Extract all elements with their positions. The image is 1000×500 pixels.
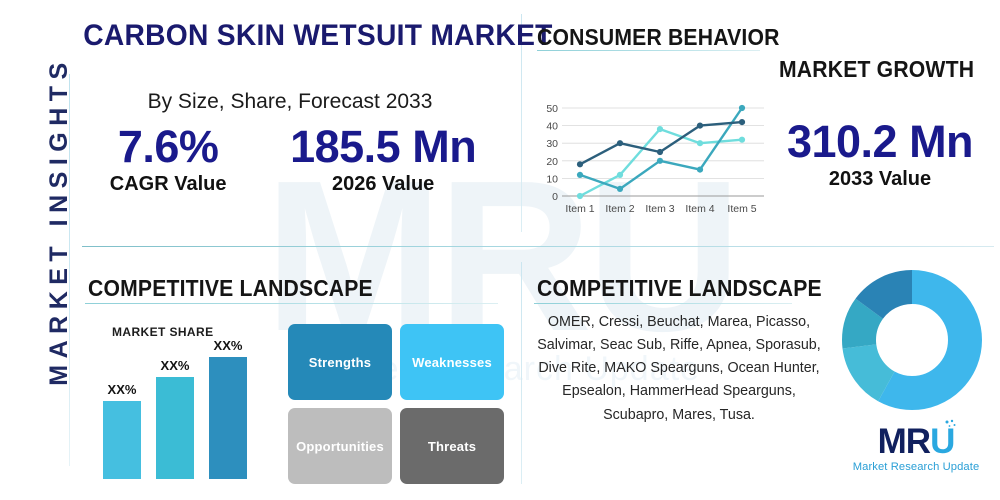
bar-1 <box>103 401 141 479</box>
company-list: OMER, Cressi, Beuchat, Marea, Picasso, S… <box>537 314 821 423</box>
kpi-2033: 310.2 Mn 2033 Value <box>760 118 1000 191</box>
svg-text:Item 5: Item 5 <box>727 203 756 215</box>
section-rule-consumer-behavior <box>537 50 760 51</box>
divider-vertical-left <box>69 74 70 466</box>
kpi-2026-label: 2026 Value <box>331 173 435 196</box>
swot-label-strengths: Strengths <box>308 354 372 370</box>
kpi-2033-label: 2033 Value <box>828 168 932 191</box>
divider-vertical-top-middle <box>521 14 522 232</box>
kpi-cagr: 7.6% CAGR Value <box>110 123 227 196</box>
section-title-market-growth: MARKET GROWTH <box>779 56 975 82</box>
svg-text:20: 20 <box>546 156 558 168</box>
swot-label-opportunities: Opportunities <box>296 438 384 454</box>
line-series-3 <box>576 126 746 200</box>
logo-mark-accent: U <box>930 422 955 461</box>
market-share-bar-chart: XX% XX% XX% <box>103 338 247 479</box>
bar-2-value: XX% <box>161 358 190 373</box>
divider-horizontal <box>82 246 994 247</box>
section-title-competitive-left: COMPETITIVE LANDSCAPE <box>88 275 373 301</box>
logo-dots-icon <box>945 419 956 427</box>
bar-3-value: XX% <box>214 338 243 353</box>
bar-1-value: XX% <box>108 382 137 397</box>
kpi-2033-value: 310.2 Mn <box>786 116 974 167</box>
section-rule-competitive-left <box>85 303 498 304</box>
donut-segment-4 <box>842 270 982 410</box>
kpi-cagr-label: CAGR Value <box>109 173 227 196</box>
svg-text:Item 4: Item 4 <box>685 203 714 215</box>
svg-text:Item 2: Item 2 <box>605 203 634 215</box>
swot-grid: Strengths Weaknesses Opportunities Threa… <box>288 324 504 484</box>
section-rule-competitive-right <box>534 303 792 304</box>
donut-segment-3 <box>842 270 982 410</box>
svg-text:Item 3: Item 3 <box>645 203 674 215</box>
section-title-consumer-behavior: CONSUMER BEHAVIOR <box>537 24 780 50</box>
line-series-2 <box>576 104 746 192</box>
section-title-competitive-right: COMPETITIVE LANDSCAPE <box>537 275 822 301</box>
divider-vertical-bottom-middle <box>521 262 522 484</box>
svg-text:40: 40 <box>546 121 558 133</box>
kpi-2026: 185.5 Mn 2026 Value <box>290 121 477 196</box>
market-growth-line-chart: 50 40 30 20 10 0 Item 1 Item 2 Item 3 It… <box>546 103 764 215</box>
svg-text:10: 10 <box>546 173 558 185</box>
bar-2 <box>156 377 194 479</box>
bar-3 <box>209 357 247 479</box>
swot-box-threats[interactable]: Threats <box>400 408 504 484</box>
svg-text:30: 30 <box>546 138 558 150</box>
swot-label-threats: Threats <box>427 438 477 454</box>
swot-label-weaknesses: Weaknesses <box>412 354 492 370</box>
swot-box-weaknesses[interactable]: Weaknesses <box>400 324 504 400</box>
line-chart-ytick-labels: 50 40 30 20 10 0 <box>546 103 558 203</box>
kpi-cagr-value: 7.6% <box>117 121 219 172</box>
kpi-row: 7.6% CAGR Value 185.5 Mn 2026 Value <box>78 123 508 196</box>
swot-box-strengths[interactable]: Strengths <box>288 324 392 400</box>
swot-box-opportunities[interactable]: Opportunities <box>288 408 392 484</box>
logo-tagline: Market Research Update <box>852 461 980 473</box>
line-series-1 <box>576 119 746 168</box>
page-title: CARBON SKIN WETSUIT MARKET <box>83 19 553 52</box>
logo-mark: MRU <box>877 419 956 461</box>
donut-chart <box>842 270 982 410</box>
line-chart-xtick-labels: Item 1 Item 2 Item 3 Item 4 Item 5 <box>565 203 756 215</box>
svg-text:Item 1: Item 1 <box>565 203 594 215</box>
logo-mark-dark: MR <box>877 422 931 461</box>
svg-text:0: 0 <box>552 191 558 203</box>
logo: MRU Market Research Update <box>846 419 986 484</box>
svg-text:50: 50 <box>546 103 558 115</box>
page-subtitle: By Size, Share, Forecast 2033 <box>147 90 433 113</box>
side-rail: MARKET INSIGHTS <box>39 11 79 431</box>
kpi-2026-value: 185.5 Mn <box>290 121 477 172</box>
market-share-chart-label: MARKET SHARE <box>112 325 214 339</box>
